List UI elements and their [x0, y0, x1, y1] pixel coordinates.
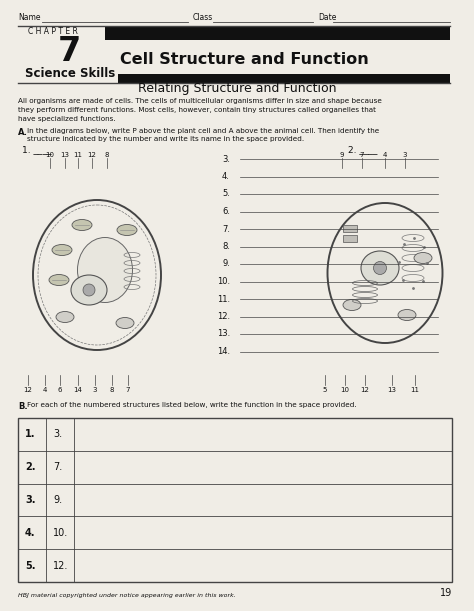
Text: 12: 12 [24, 387, 32, 393]
Text: 5.: 5. [25, 561, 36, 571]
Text: 3: 3 [93, 387, 97, 393]
Text: Class: Class [193, 13, 213, 22]
Text: 1. ____: 1. ____ [22, 145, 52, 154]
Bar [118, 74, 450, 83]
Text: 11: 11 [410, 387, 419, 393]
Text: 4.: 4. [25, 528, 36, 538]
Text: 5.: 5. [222, 189, 230, 199]
Text: Date: Date [318, 13, 337, 22]
Text: 3: 3 [403, 152, 407, 158]
Text: 11.: 11. [217, 295, 230, 304]
Text: 14: 14 [73, 387, 82, 393]
Text: 11: 11 [73, 152, 82, 158]
Bar [343, 235, 357, 242]
Text: 3.: 3. [25, 495, 36, 505]
Text: 5: 5 [323, 387, 327, 393]
Text: B.: B. [18, 402, 27, 411]
Ellipse shape [361, 251, 399, 285]
Bar [343, 225, 357, 232]
Text: structure indicated by the number and write its name in the space provided.: structure indicated by the number and wr… [27, 136, 304, 142]
Ellipse shape [414, 252, 432, 263]
Ellipse shape [71, 275, 107, 305]
Text: 7.: 7. [53, 462, 62, 472]
Text: Relating Structure and Function: Relating Structure and Function [138, 82, 336, 95]
Text: 6: 6 [58, 387, 62, 393]
Text: 8.: 8. [222, 242, 230, 251]
Text: 12.: 12. [53, 561, 68, 571]
Text: 12: 12 [88, 152, 96, 158]
Ellipse shape [49, 274, 69, 285]
Text: 7: 7 [126, 387, 130, 393]
Text: 7: 7 [58, 35, 81, 68]
Ellipse shape [374, 262, 386, 274]
Text: 8: 8 [110, 387, 114, 393]
Ellipse shape [117, 224, 137, 235]
Text: 10: 10 [340, 387, 349, 393]
Bar [105, 27, 450, 40]
Text: In the diagrams below, write P above the plant cell and A above the animal cell.: In the diagrams below, write P above the… [27, 128, 379, 134]
Bar [18, 418, 452, 582]
Text: 19: 19 [440, 588, 452, 598]
Text: 12: 12 [361, 387, 369, 393]
Text: 8: 8 [105, 152, 109, 158]
Text: 12.: 12. [217, 312, 230, 321]
Text: 2. ____: 2. ____ [348, 145, 377, 154]
Text: 4: 4 [383, 152, 387, 158]
Text: 2.: 2. [25, 462, 36, 472]
Ellipse shape [52, 244, 72, 255]
Ellipse shape [398, 310, 416, 321]
Text: 10.: 10. [53, 528, 68, 538]
Text: HBJ material copyrighted under notice appearing earlier in this work.: HBJ material copyrighted under notice ap… [18, 593, 236, 598]
Ellipse shape [78, 238, 133, 302]
Ellipse shape [83, 284, 95, 296]
Text: 4: 4 [43, 387, 47, 393]
Text: Name: Name [18, 13, 40, 22]
Text: 9.: 9. [53, 495, 62, 505]
Text: Cell Structure and Function: Cell Structure and Function [120, 52, 369, 67]
Text: 14.: 14. [217, 347, 230, 356]
Ellipse shape [116, 318, 134, 329]
Text: 3.: 3. [53, 430, 62, 439]
Text: 6.: 6. [222, 207, 230, 216]
Text: C H A P T E R: C H A P T E R [28, 27, 78, 36]
Text: 13.: 13. [217, 329, 230, 338]
Text: 9: 9 [340, 152, 344, 158]
Text: Science Skills: Science Skills [25, 67, 115, 80]
Ellipse shape [56, 312, 74, 323]
Text: 10.: 10. [217, 277, 230, 286]
Text: 7.: 7. [222, 224, 230, 233]
Text: For each of the numbered structures listed below, write the function in the spac: For each of the numbered structures list… [27, 402, 356, 408]
Text: A.: A. [18, 128, 28, 137]
Text: 13: 13 [388, 387, 396, 393]
Text: they perform different functions. Most cells, however, contain tiny structures c: they perform different functions. Most c… [18, 107, 376, 113]
Text: 9.: 9. [222, 260, 230, 268]
Ellipse shape [72, 219, 92, 230]
Text: have specialized functions.: have specialized functions. [18, 116, 116, 122]
Ellipse shape [343, 299, 361, 310]
Text: 13: 13 [61, 152, 70, 158]
Text: All organisms are made of cells. The cells of multicellular organisms differ in : All organisms are made of cells. The cel… [18, 98, 382, 104]
Text: 7: 7 [360, 152, 364, 158]
Text: 1.: 1. [25, 430, 36, 439]
Text: 10: 10 [46, 152, 55, 158]
Text: 4.: 4. [222, 172, 230, 181]
Text: 3.: 3. [222, 155, 230, 164]
